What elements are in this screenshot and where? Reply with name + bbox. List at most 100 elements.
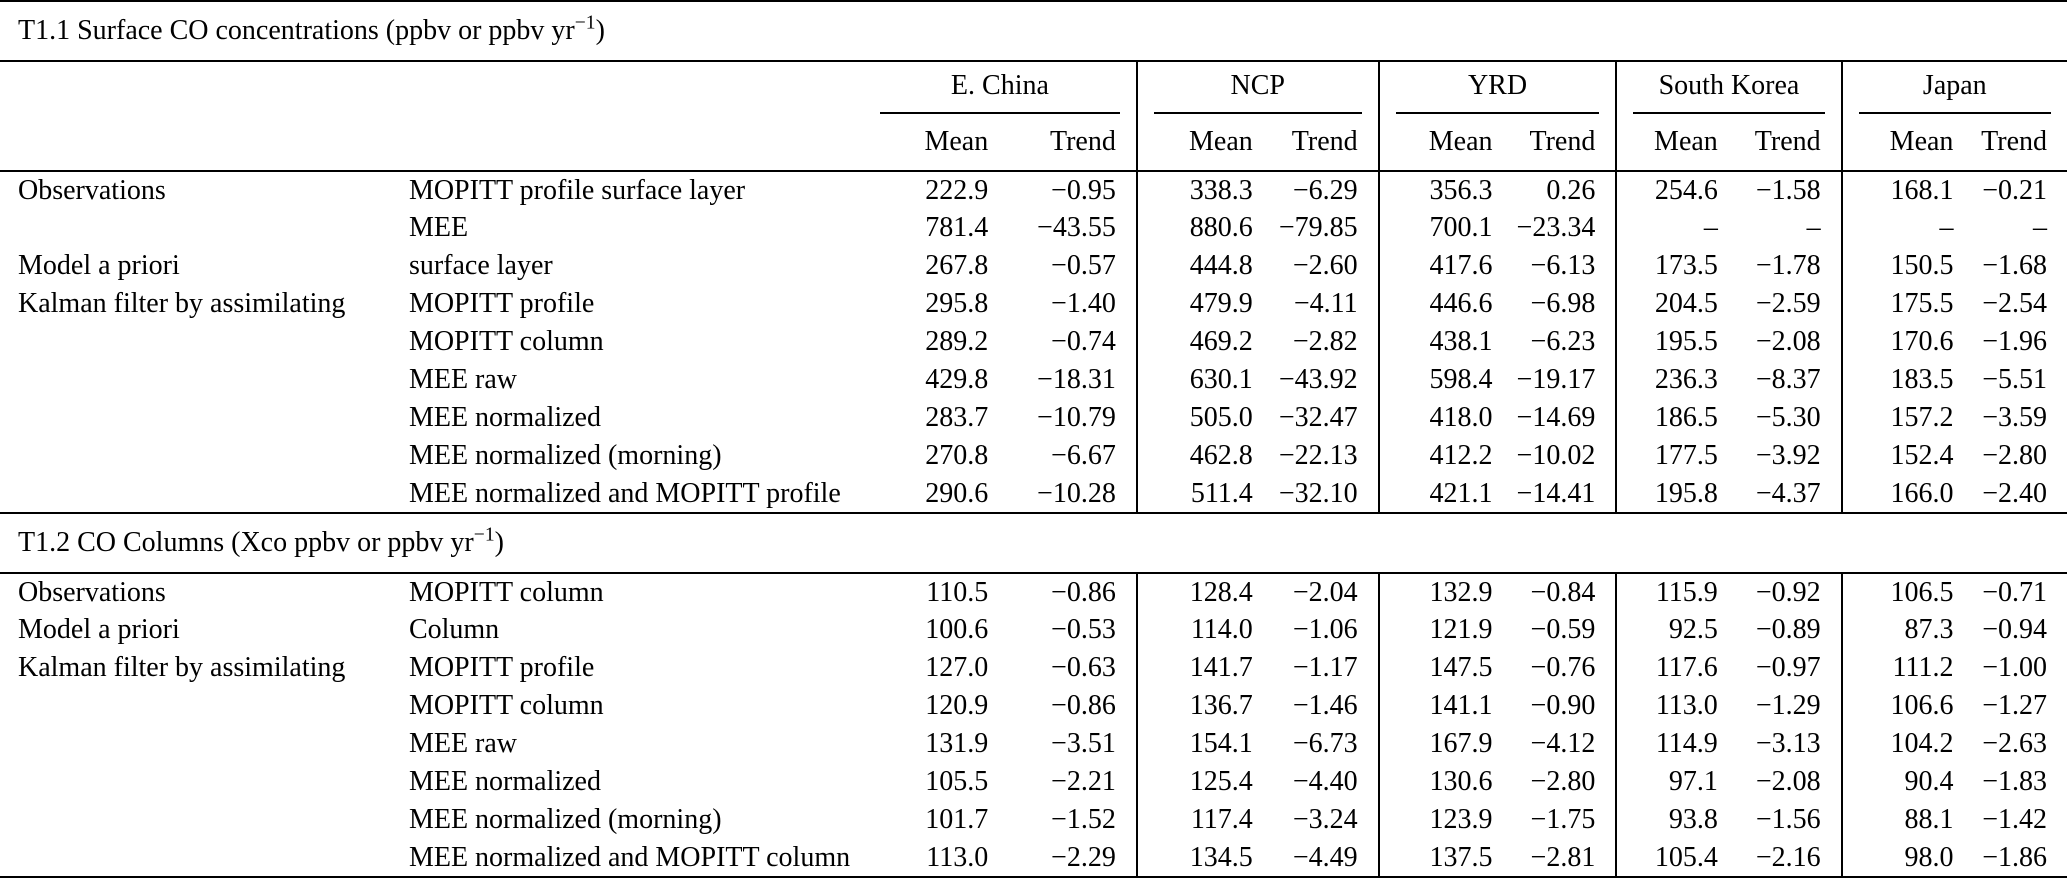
trend-value-cell: −1.56 — [1755, 804, 1821, 835]
trend-value-cell: −1.75 — [1530, 804, 1596, 835]
mean-value-cell: 157.2 — [1840, 399, 1960, 437]
trend-value-cell: – — [2033, 212, 2047, 243]
row-method-label: MEE normalized (morning) — [408, 440, 722, 471]
table-header: E. China NCP YRD South Korea Japan Mean … — [0, 61, 2067, 172]
row-group-label — [0, 361, 399, 399]
row-method-label: MOPITT column — [408, 690, 604, 721]
row-group-label — [0, 725, 399, 763]
mean-value-cell: 114.9 — [1615, 725, 1724, 763]
section-2-title-block: T1.2 CO Columns (Xco ppbv or ppbv yr−1) — [0, 512, 2067, 574]
mean-column-header: Mean — [864, 114, 995, 172]
column-group-yrd: YRD — [1377, 61, 1617, 114]
header-label-spacer — [0, 61, 865, 172]
trend-value-cell: −0.95 — [1051, 174, 1116, 206]
mean-value-cell: 417.6 — [1377, 247, 1499, 285]
row-group-label: Model a priori — [18, 250, 180, 281]
row-method-label: Column — [408, 614, 500, 645]
row-group-label — [0, 209, 399, 247]
trend-value-cell: −2.81 — [1530, 841, 1596, 873]
mean-value-cell: 113.0 — [1615, 687, 1724, 725]
mean-value-cell: 290.6 — [925, 477, 989, 509]
trend-value-cell: −4.11 — [1293, 288, 1358, 319]
mean-value-cell: 147.5 — [1377, 649, 1499, 687]
trend-value-cell: −6.67 — [1051, 440, 1116, 471]
mean-value-cell: 166.0 — [1840, 475, 1960, 513]
section-1-title-suffix: ) — [595, 15, 605, 46]
trend-value-cell: −2.08 — [1755, 326, 1821, 357]
trend-value-cell: −10.28 — [1037, 477, 1116, 509]
table-row: MOPITT column 289.2 −0.74 469.2 −2.82 438.1 −6… — [0, 323, 2067, 361]
mean-column-header: Mean — [1135, 114, 1259, 172]
trend-value-cell: −8.37 — [1755, 364, 1821, 395]
trend-value-cell: −2.63 — [1982, 728, 2047, 759]
mean-value-cell: 101.7 — [925, 804, 989, 835]
trend-value-cell: −0.21 — [1982, 174, 2047, 206]
row-method-label: MEE normalized and MOPITT column — [408, 841, 851, 873]
row-group-label — [0, 687, 399, 725]
trend-value-cell: −1.00 — [1982, 652, 2047, 683]
trend-value-cell: −22.13 — [1278, 440, 1358, 471]
trend-value-cell: −0.86 — [1051, 690, 1116, 721]
header-group-row: E. China NCP YRD South Korea Japan — [0, 61, 2067, 172]
mean-value-cell: 700.1 — [1377, 209, 1499, 247]
mean-value-cell: 781.4 — [925, 212, 989, 243]
mean-value-cell: 131.9 — [925, 728, 989, 759]
mean-value-cell: 418.0 — [1377, 399, 1499, 437]
trend-column-header: Trend — [1258, 114, 1379, 172]
trend-value-cell: −2.60 — [1292, 250, 1358, 281]
trend-column-header: Trend — [1498, 114, 1617, 172]
mean-value-cell: 106.5 — [1840, 573, 1960, 611]
mean-value-cell: 136.7 — [1135, 687, 1259, 725]
row-group-label: Model a priori — [18, 614, 180, 645]
section-1-title: T1.1 Surface CO concentrations (ppbv or … — [0, 0, 2067, 62]
mean-value-cell: 117.4 — [1135, 801, 1259, 839]
row-method-label: MOPITT column — [408, 576, 604, 608]
table-row: Model a priori Column 100.6 −0.53 114.0 −1.06… — [0, 611, 2067, 649]
row-group-label — [0, 763, 399, 801]
trend-value-cell: −3.24 — [1292, 804, 1358, 835]
column-group-label: YRD — [1395, 62, 1600, 114]
row-group-label — [0, 801, 399, 839]
column-group-south-korea: South Korea — [1615, 61, 1842, 114]
trend-value-cell: −0.94 — [1982, 614, 2047, 645]
mean-value-cell: 111.2 — [1840, 649, 1960, 687]
mean-value-cell: 128.4 — [1135, 573, 1259, 611]
table-row: MEE normalized and MOPITT profile 290.6 −1… — [0, 475, 2067, 513]
row-method-label: MEE raw — [408, 728, 518, 759]
mean-value-cell: 469.2 — [1135, 323, 1259, 361]
mean-value-cell: 167.9 — [1377, 725, 1499, 763]
trend-value-cell: −0.89 — [1755, 614, 1821, 645]
mean-value-cell: 338.3 — [1135, 171, 1259, 209]
row-group-label: Kalman filter by assimilating — [18, 652, 346, 683]
mean-value-cell: 412.2 — [1377, 437, 1499, 475]
trend-value-cell: −43.92 — [1278, 364, 1358, 395]
trend-value-cell: −32.47 — [1278, 402, 1358, 433]
mean-value-cell: 97.1 — [1615, 763, 1724, 801]
mean-value-cell: 236.3 — [1615, 361, 1724, 399]
table-row: MEE normalized (morning) 101.7 −1.52 117.4 −… — [0, 801, 2067, 839]
trend-value-cell: −0.53 — [1051, 614, 1116, 645]
trend-value-cell: −1.27 — [1982, 690, 2047, 721]
mean-value-cell: 141.7 — [1135, 649, 1259, 687]
mean-value-cell: 505.0 — [1135, 399, 1259, 437]
section-2-title-superscript: −1 — [473, 524, 495, 546]
table-row: Kalman filter by assimilating MOPITT prof… — [0, 285, 2067, 323]
column-group-label: Japan — [1858, 62, 2051, 114]
mean-value-cell: 150.5 — [1840, 247, 1960, 285]
trend-value-cell: −0.63 — [1051, 652, 1116, 683]
mean-column-header: Mean — [1377, 114, 1499, 172]
trend-value-cell: −1.40 — [1051, 288, 1116, 319]
table-row: MEE normalized and MOPITT column 113.0 −2.… — [0, 839, 2067, 877]
mean-value-cell: 295.8 — [925, 288, 989, 319]
mean-value-cell: 168.1 — [1840, 171, 1960, 209]
trend-value-cell: −5.51 — [1982, 364, 2047, 395]
trend-value-cell: −0.74 — [1051, 326, 1116, 357]
trend-value-cell: −3.51 — [1051, 728, 1116, 759]
mean-value-cell: 446.6 — [1377, 285, 1499, 323]
row-method-label: MOPITT profile — [408, 652, 595, 683]
mean-value-cell: 283.7 — [925, 402, 989, 433]
mean-value-cell: 127.0 — [925, 652, 989, 683]
mean-value-cell: 175.5 — [1840, 285, 1960, 323]
trend-value-cell: −0.86 — [1051, 576, 1116, 608]
